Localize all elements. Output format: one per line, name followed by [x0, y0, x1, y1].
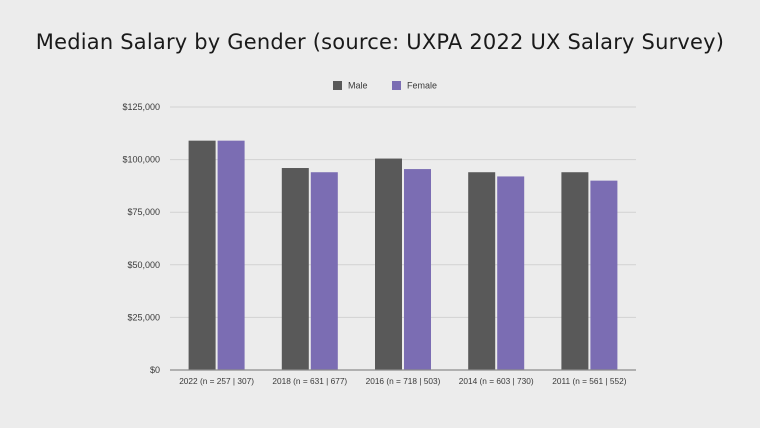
legend-label-male: Male — [348, 81, 368, 91]
bar-male — [468, 172, 496, 370]
y-tick-label: $75,000 — [127, 207, 160, 217]
y-tick-label: $50,000 — [127, 260, 160, 270]
bar-female — [497, 176, 525, 370]
bar-female — [310, 172, 338, 370]
y-tick-label: $100,000 — [122, 155, 160, 165]
bar-female — [217, 140, 245, 370]
legend-swatch-female — [392, 81, 401, 90]
gridlines — [170, 106, 636, 318]
y-tick-label: $0 — [150, 365, 160, 375]
legend-swatch-male — [333, 81, 342, 90]
y-tick-label: $125,000 — [122, 102, 160, 112]
legend: Male Female — [333, 81, 437, 91]
x-tick-label: 2022 (n = 257 | 307) — [179, 376, 254, 386]
bar-female — [590, 180, 618, 370]
x-tick-label: 2011 (n = 561 | 552) — [552, 376, 626, 386]
bars — [188, 140, 618, 370]
bar-male — [561, 172, 589, 370]
legend-label-female: Female — [407, 81, 437, 91]
x-tick-label: 2018 (n = 631 | 677) — [272, 376, 347, 386]
chart-title: Median Salary by Gender (source: UXPA 20… — [35, 30, 725, 54]
axes: $0 $25,000 $50,000 $75,000 $100,000 $125,000 2… — [122, 102, 636, 386]
bar-female — [404, 169, 431, 370]
y-tick-label: $25,000 — [127, 312, 160, 322]
bar-male — [375, 158, 402, 370]
x-tick-label: 2016 (n = 718 | 503) — [366, 376, 441, 386]
x-tick-label: 2014 (n = 603 | 730) — [459, 376, 534, 386]
bar-male — [188, 140, 216, 370]
bar-male — [281, 168, 309, 370]
